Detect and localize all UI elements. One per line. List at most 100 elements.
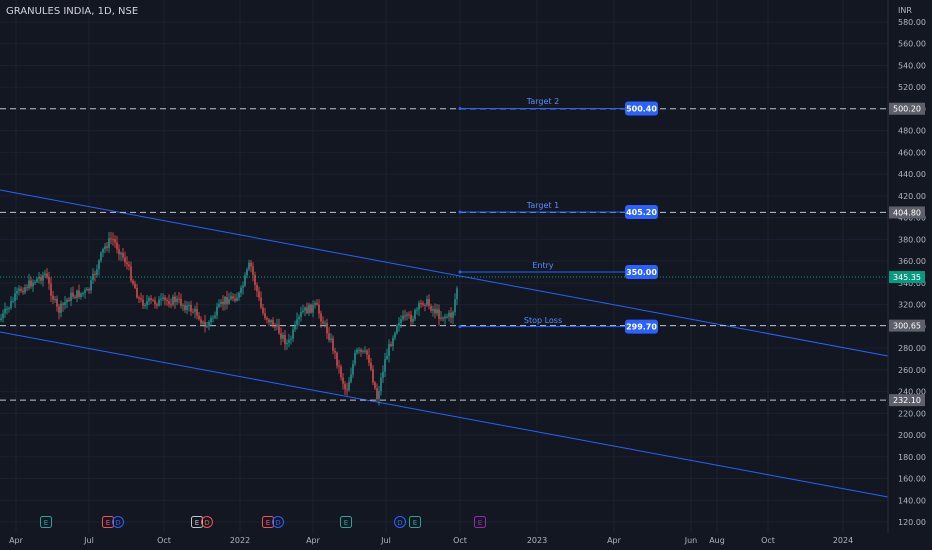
candle-body bbox=[228, 299, 230, 304]
price-tag-last bbox=[889, 271, 925, 284]
price-tag-last-label: 345.35 bbox=[893, 273, 921, 282]
time-tick-label: Apr bbox=[9, 536, 24, 545]
level-entry-label: Entry bbox=[532, 261, 554, 270]
earnings-marker-icon[interactable] bbox=[409, 516, 421, 528]
price-tick-label: 560.00 bbox=[898, 40, 926, 49]
candle-body bbox=[108, 238, 110, 248]
candle-body bbox=[134, 283, 136, 288]
price-axis[interactable]: 580.00560.00540.00520.00500.00480.00460.… bbox=[887, 0, 926, 533]
level-target2-value: 500.40 bbox=[626, 105, 657, 114]
candle-body bbox=[76, 290, 78, 298]
candle-body bbox=[74, 296, 76, 298]
candle-body bbox=[326, 323, 328, 334]
candle-body bbox=[324, 323, 326, 325]
candle-body bbox=[358, 349, 360, 351]
candle-body bbox=[28, 280, 30, 288]
level-target2-anchor[interactable] bbox=[458, 107, 462, 111]
price-tick-label: 380.00 bbox=[898, 235, 926, 244]
level-entry-value: 350.00 bbox=[626, 268, 657, 277]
dividend-marker-icon[interactable] bbox=[394, 516, 406, 528]
event-marker-letter: E bbox=[413, 519, 417, 527]
time-axis[interactable]: Apr Jul Oct 2022 Apr Jul Oct 2023 Apr Jun Aug Oct 20… bbox=[9, 536, 853, 545]
candle-body bbox=[150, 298, 152, 300]
candle-body bbox=[380, 377, 382, 392]
candle-body bbox=[368, 354, 370, 363]
position-labels[interactable]: Target 2 500.40 Target 1 405.20 Entry 350.00 S… bbox=[458, 97, 659, 334]
candle-body bbox=[232, 296, 234, 299]
candle-body bbox=[128, 264, 130, 267]
candle-body bbox=[268, 319, 270, 323]
candle-body bbox=[44, 273, 46, 276]
event-marker-letter: E bbox=[44, 519, 48, 527]
dividend-marker-icon[interactable] bbox=[201, 516, 213, 528]
price-tick-label: 320.00 bbox=[898, 301, 926, 310]
dividend-marker-icon[interactable] bbox=[272, 516, 284, 528]
candle-body bbox=[4, 308, 6, 314]
candle-body bbox=[216, 306, 218, 316]
candle-body bbox=[160, 298, 162, 300]
candle-body bbox=[218, 303, 220, 307]
candle-body bbox=[6, 308, 8, 310]
candle-body bbox=[450, 312, 452, 318]
candle-body bbox=[102, 248, 104, 253]
candle-body bbox=[388, 344, 390, 356]
level-target1-value-badge[interactable] bbox=[625, 205, 658, 219]
candle-body bbox=[270, 320, 272, 323]
candle-body bbox=[126, 262, 128, 265]
earnings-marker-icon[interactable] bbox=[102, 516, 114, 528]
candle-body bbox=[130, 266, 132, 281]
candle-body bbox=[146, 301, 148, 305]
candle-body bbox=[64, 302, 66, 305]
candle-body bbox=[454, 299, 456, 313]
candle-body bbox=[72, 292, 74, 297]
candle-body bbox=[282, 335, 284, 339]
candle-body bbox=[58, 306, 60, 313]
price-tag-t1 bbox=[889, 206, 925, 219]
earnings-marker-icon[interactable] bbox=[262, 516, 274, 528]
price-tick-label: 440.00 bbox=[898, 170, 926, 179]
currency-label: INR bbox=[898, 6, 912, 15]
candle-body bbox=[212, 317, 214, 319]
candle-body bbox=[392, 337, 394, 346]
candle-body bbox=[336, 352, 338, 366]
candle-body bbox=[144, 304, 146, 306]
candle-body bbox=[68, 299, 70, 301]
candle-body bbox=[96, 269, 98, 275]
level-target1-label: Target 1 bbox=[526, 201, 559, 210]
price-tag-t2-label: 500.20 bbox=[893, 105, 921, 114]
level-entry-anchor[interactable] bbox=[458, 270, 462, 274]
candle-body bbox=[136, 287, 138, 298]
candle-body bbox=[416, 309, 418, 311]
level-target1-value: 405.20 bbox=[626, 208, 657, 217]
price-tick-label: 460.00 bbox=[898, 148, 926, 157]
candle-body bbox=[418, 303, 420, 310]
candle-body bbox=[206, 326, 208, 328]
candle-body bbox=[334, 350, 336, 353]
candle-body bbox=[80, 293, 82, 297]
earnings-marker-icon[interactable] bbox=[340, 516, 352, 528]
earnings-marker-icon[interactable] bbox=[474, 516, 486, 528]
level-target2-value-badge[interactable] bbox=[625, 101, 658, 116]
level-entry-value-badge[interactable] bbox=[625, 265, 658, 279]
candle-body bbox=[246, 269, 248, 276]
dividend-marker-icon[interactable] bbox=[112, 516, 124, 528]
earnings-marker-icon[interactable] bbox=[191, 516, 203, 528]
event-marker-letter: D bbox=[397, 519, 402, 527]
event-marker-letter: E bbox=[266, 519, 270, 527]
candle-body bbox=[12, 301, 14, 303]
level-stop-value-badge[interactable] bbox=[625, 319, 658, 334]
candle-body bbox=[244, 275, 246, 286]
candle-body bbox=[288, 339, 290, 343]
candle-body bbox=[400, 319, 402, 323]
candle-body bbox=[424, 304, 426, 306]
level-target1-anchor[interactable] bbox=[458, 210, 462, 214]
earnings-marker-icon[interactable] bbox=[40, 516, 52, 528]
candle-body bbox=[226, 297, 228, 304]
level-stop-anchor[interactable] bbox=[458, 325, 462, 329]
candle-body bbox=[374, 382, 376, 389]
candle-body bbox=[152, 299, 154, 301]
candle-body bbox=[318, 304, 320, 314]
candle-body bbox=[208, 322, 210, 327]
